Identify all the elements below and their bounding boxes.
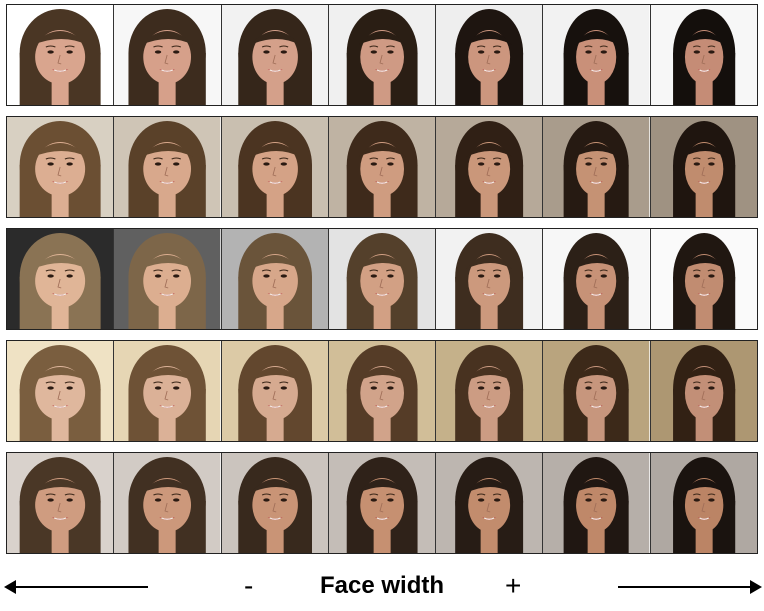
face-thumbnail [543,453,651,553]
row-1 [6,4,758,106]
left-arrow-icon [4,580,148,594]
minus-sign: - [244,570,254,601]
face-thumbnail [328,453,437,553]
row-4 [6,340,758,442]
face-thumbnail [328,5,437,105]
face-thumbnail [7,229,115,329]
face-thumbnail [436,117,544,217]
face-thumbnail [7,117,115,217]
face-thumbnail [221,5,329,105]
face-thumbnail [221,229,329,329]
face-thumbnail [543,5,651,105]
face-thumbnail [7,341,115,441]
face-thumbnail [221,341,329,441]
face-thumbnail [543,341,651,441]
face-thumbnail [650,341,757,441]
face-thumbnail [436,453,544,553]
face-grid [6,4,758,556]
face-thumbnail [328,341,437,441]
plus-sign: + [505,570,522,601]
face-thumbnail [650,453,757,553]
right-arrow-icon [618,580,762,594]
face-thumbnail [7,453,115,553]
face-thumbnail [114,229,222,329]
face-thumbnail [436,341,544,441]
face-thumbnail [650,229,757,329]
face-thumbnail [436,229,544,329]
face-thumbnail [114,341,222,441]
row-3 [6,228,758,330]
face-thumbnail [328,229,437,329]
axis-caption: Face width [320,572,445,599]
face-thumbnail [543,229,651,329]
face-thumbnail [328,117,437,217]
face-thumbnail [114,453,222,553]
face-thumbnail [114,117,222,217]
face-thumbnail [543,117,651,217]
row-2 [6,116,758,218]
face-thumbnail [221,453,329,553]
face-thumbnail [114,5,222,105]
axis-footer: - Face width + [0,566,764,606]
face-thumbnail [221,117,329,217]
row-5 [6,452,758,554]
face-thumbnail [650,117,757,217]
face-thumbnail [436,5,544,105]
face-thumbnail [7,5,115,105]
face-thumbnail [650,5,757,105]
